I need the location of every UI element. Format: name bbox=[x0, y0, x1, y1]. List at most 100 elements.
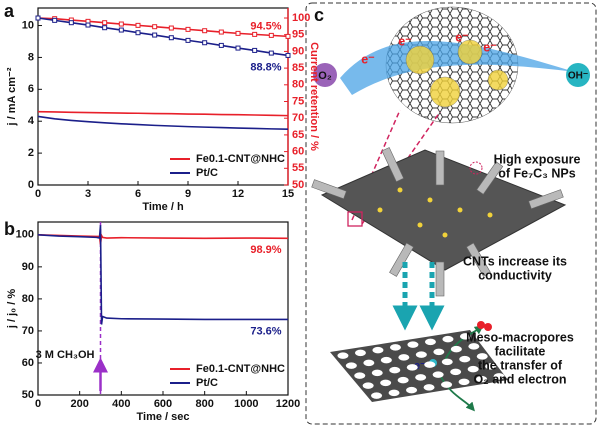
diagram-label: the transfer of bbox=[478, 358, 563, 372]
pore bbox=[388, 389, 400, 397]
y2-tick-label: 55 bbox=[292, 162, 304, 174]
pore bbox=[485, 363, 497, 370]
diagram-label: of Fe₇C₃ NPs bbox=[498, 166, 576, 180]
value-label: 88.8% bbox=[250, 61, 281, 73]
pore bbox=[423, 384, 435, 391]
y2-tick-label: 60 bbox=[292, 146, 304, 158]
y-tick-label: 100 bbox=[16, 229, 34, 241]
pore bbox=[398, 354, 410, 361]
legend-label: Pt/C bbox=[196, 167, 218, 179]
zoom-box bbox=[347, 211, 363, 227]
pore bbox=[406, 386, 418, 394]
pore bbox=[389, 366, 401, 374]
y2-tick-label: 95 bbox=[292, 29, 304, 41]
marker bbox=[252, 47, 258, 53]
pore bbox=[476, 375, 488, 383]
pore bbox=[450, 345, 462, 353]
x-tick-label: 600 bbox=[154, 398, 172, 410]
pore bbox=[363, 359, 375, 367]
pore bbox=[380, 379, 392, 387]
panel-c: c O₂ OH⁻ e⁻ e⁻ e⁻ e⁻ bbox=[305, 2, 597, 425]
marker bbox=[285, 52, 291, 58]
panel-label: a bbox=[4, 1, 15, 21]
highlight bbox=[469, 161, 483, 175]
series-line bbox=[37, 17, 289, 57]
marker bbox=[118, 27, 124, 33]
electron-label: e⁻ bbox=[483, 40, 497, 54]
pore bbox=[468, 343, 480, 350]
x-tick-label: 0 bbox=[35, 188, 41, 200]
y-tick-label: 60 bbox=[22, 357, 34, 369]
legend-label: Fe0.1-CNT@NHC bbox=[196, 153, 285, 165]
y2-tick-label: 90 bbox=[292, 45, 304, 57]
diagram-label: facilitate bbox=[495, 344, 546, 358]
pore bbox=[458, 378, 470, 386]
pore bbox=[372, 346, 384, 354]
y2-tick-label: 75 bbox=[292, 95, 304, 107]
pore bbox=[337, 352, 349, 359]
y-tick-label: 10 bbox=[22, 19, 34, 31]
y2-tick-label: 100 bbox=[292, 12, 310, 24]
x-tick-label: 1200 bbox=[276, 398, 300, 410]
marker bbox=[152, 24, 158, 30]
panel-label: b bbox=[4, 219, 15, 239]
marker bbox=[168, 35, 174, 41]
pore bbox=[433, 348, 445, 356]
marker bbox=[285, 33, 291, 39]
o2-molecule bbox=[477, 321, 485, 329]
pore bbox=[415, 351, 427, 358]
nanoparticles bbox=[405, 39, 509, 108]
marker bbox=[102, 25, 108, 31]
x-tick-label: 400 bbox=[112, 398, 130, 410]
flow-arrow bbox=[439, 374, 475, 412]
pore bbox=[371, 369, 383, 377]
pore bbox=[441, 381, 453, 388]
marker bbox=[202, 28, 208, 34]
x-tick-label: 15 bbox=[282, 188, 294, 200]
x-axis-label: Time / h bbox=[142, 201, 184, 213]
pore bbox=[389, 344, 401, 351]
electron-label: e⁻ bbox=[455, 30, 469, 44]
marker bbox=[52, 17, 58, 23]
o2-label: O₂ bbox=[318, 70, 332, 82]
diagram-label: High exposure bbox=[494, 152, 581, 166]
o2-molecule bbox=[484, 323, 492, 331]
pore bbox=[380, 356, 392, 364]
electron-label: e⁻ bbox=[398, 34, 412, 48]
o2-molecule bbox=[313, 63, 337, 87]
marker bbox=[235, 30, 241, 36]
y-tick-label: 90 bbox=[22, 261, 34, 273]
sheet-particles bbox=[377, 187, 493, 238]
marker bbox=[152, 32, 158, 38]
pore bbox=[397, 376, 409, 384]
series-line bbox=[37, 17, 289, 38]
pore bbox=[441, 358, 453, 366]
marker bbox=[252, 31, 258, 37]
y2-tick-label: 85 bbox=[292, 62, 304, 74]
y-tick-label: 0 bbox=[28, 179, 34, 191]
pore bbox=[459, 355, 471, 363]
marker bbox=[118, 21, 124, 27]
pore bbox=[432, 371, 444, 378]
pore bbox=[406, 364, 418, 371]
pore bbox=[354, 349, 366, 357]
x-axis-label: Time / sec bbox=[137, 411, 190, 423]
pore bbox=[493, 373, 505, 380]
marker bbox=[235, 45, 241, 51]
marker bbox=[218, 29, 224, 35]
pore bbox=[371, 392, 383, 399]
pore bbox=[459, 333, 471, 340]
pore bbox=[424, 338, 436, 346]
pore bbox=[424, 361, 436, 368]
pore bbox=[345, 362, 357, 369]
pore bbox=[467, 365, 479, 373]
y-tick-label: 80 bbox=[22, 293, 34, 305]
electron-label: e⁻ bbox=[361, 52, 375, 66]
diagram-label: CNTs increase its bbox=[463, 254, 567, 268]
x-tick-label: 1000 bbox=[234, 398, 258, 410]
y-tick-label: 70 bbox=[22, 325, 34, 337]
cnts bbox=[311, 147, 564, 297]
marker bbox=[68, 20, 74, 26]
